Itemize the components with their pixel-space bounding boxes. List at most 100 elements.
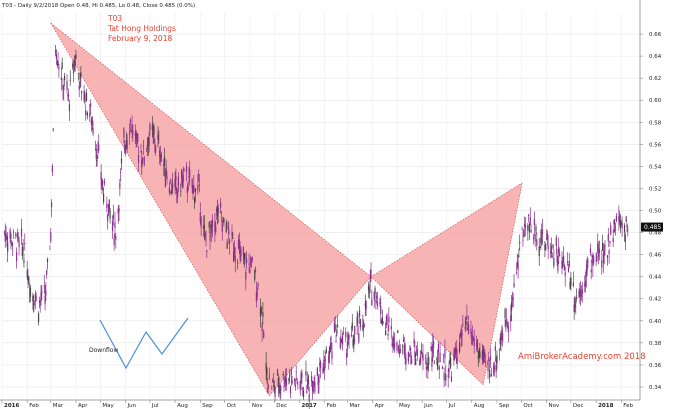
price-bar-body <box>307 376 310 385</box>
price-bar-body <box>98 144 100 151</box>
price-bar-body <box>524 224 527 229</box>
price-bar-body <box>279 385 281 395</box>
price-bar-body <box>437 360 439 369</box>
price-bar-body <box>94 148 97 150</box>
price-bar-body <box>147 137 149 147</box>
price-bar-body <box>214 222 216 232</box>
price-bar-body <box>63 75 66 81</box>
price-bar-body <box>107 213 109 222</box>
price-bar-body <box>396 342 398 351</box>
price-bar-body <box>504 309 506 319</box>
price-bar-body <box>283 386 285 388</box>
price-bar-body <box>112 214 114 219</box>
price-bar-body <box>288 378 290 381</box>
price-bar-body <box>473 339 475 347</box>
price-bar-body <box>89 103 92 107</box>
price-candles <box>3 44 629 409</box>
price-bar-body <box>114 222 116 228</box>
price-bar-body <box>300 372 302 383</box>
price-bar-body <box>541 229 544 235</box>
price-bar-body <box>159 150 161 157</box>
price-bar-body <box>506 323 509 327</box>
price-bar-body <box>314 381 316 392</box>
price-bar-body <box>573 304 575 313</box>
price-bar-body <box>313 382 315 384</box>
price-bar-body <box>5 233 7 239</box>
price-bar-body <box>160 154 162 158</box>
price-bar-body <box>445 374 447 381</box>
price-bar-body <box>239 249 241 260</box>
price-bar-body <box>146 147 148 150</box>
price-bar-body <box>461 332 463 336</box>
price-bar-body <box>528 223 531 233</box>
price-bar-body <box>328 355 330 363</box>
x-tick-label: Oct <box>523 403 533 409</box>
y-tick-label: 0.58 <box>649 120 662 126</box>
x-tick-label: Feb <box>327 403 337 409</box>
price-bar-body <box>387 333 389 336</box>
price-bar-body <box>131 124 133 131</box>
price-bar-body <box>324 359 327 361</box>
price-bar-body <box>40 292 42 301</box>
price-bar-body <box>198 178 200 180</box>
price-bar-body <box>348 334 350 340</box>
x-tick-label: May <box>399 403 411 409</box>
x-tick-label: Nov <box>549 403 560 409</box>
y-tick-label: 0.40 <box>649 319 662 325</box>
price-bar-body <box>198 184 201 186</box>
price-bar-body <box>75 55 77 59</box>
price-bar-body <box>158 139 160 140</box>
price-bar-body <box>527 224 529 231</box>
price-bar-body <box>489 369 491 378</box>
price-bar-body <box>398 350 401 355</box>
price-bar-body <box>402 338 405 342</box>
price-bar-body <box>369 279 371 283</box>
downflow-inset: Downflow <box>89 317 189 370</box>
y-tick-label: 0.64 <box>649 54 662 60</box>
price-bar-body <box>596 255 598 261</box>
price-bar-body <box>60 77 62 80</box>
price-bar-body <box>481 350 483 360</box>
price-bar-body <box>157 134 159 140</box>
price-bar-body <box>414 351 416 358</box>
price-bar-body <box>385 316 388 326</box>
price-bar-body <box>523 224 526 227</box>
x-tick-label: Feb <box>623 403 633 409</box>
price-bar-body <box>3 231 6 233</box>
price-bar-body <box>380 306 382 315</box>
price-bar-body <box>192 184 194 194</box>
price-bar-body <box>55 50 57 53</box>
price-bar-body <box>102 186 104 190</box>
pattern-triangle <box>370 182 523 385</box>
y-tick-label: 0.50 <box>649 209 662 215</box>
price-bar-body <box>353 338 355 342</box>
price-bar-body <box>101 179 103 186</box>
price-bar-body <box>512 298 514 301</box>
price-bar-body <box>233 251 235 261</box>
price-bar-body <box>424 358 427 359</box>
price-bar-body <box>472 336 474 341</box>
price-bar-body <box>574 304 576 308</box>
price-bar-body <box>544 244 546 251</box>
x-tick-label: Sep <box>202 403 213 409</box>
price-bar-body <box>409 346 411 351</box>
price-bar-body <box>602 253 605 264</box>
price-bar-body <box>624 234 626 242</box>
price-bar-body <box>610 225 612 235</box>
price-bar-body <box>550 245 553 254</box>
price-bar-body <box>386 319 388 321</box>
price-bar-body <box>493 365 495 374</box>
price-bar-body <box>91 117 93 125</box>
price-bar-body <box>44 295 46 305</box>
price-bar-body <box>305 371 307 376</box>
price-bar-body <box>432 343 434 354</box>
price-bar-body <box>260 306 262 314</box>
price-bar-body <box>215 226 217 232</box>
price-bar-body <box>587 261 589 263</box>
price-bar-body <box>211 219 214 228</box>
price-bar-body <box>545 238 548 240</box>
price-bar-body <box>402 345 404 347</box>
price-bar-body <box>100 171 102 180</box>
last-price-marker: 0.485 <box>641 222 663 232</box>
price-bar-body <box>231 232 233 236</box>
